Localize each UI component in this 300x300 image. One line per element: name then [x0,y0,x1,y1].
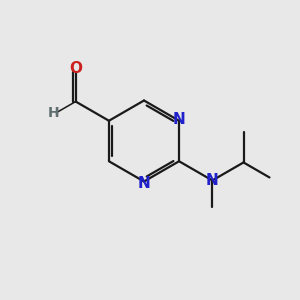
Text: O: O [69,61,82,76]
Text: H: H [47,106,59,120]
Text: N: N [138,176,150,190]
Text: N: N [206,173,219,188]
Text: N: N [173,112,185,127]
